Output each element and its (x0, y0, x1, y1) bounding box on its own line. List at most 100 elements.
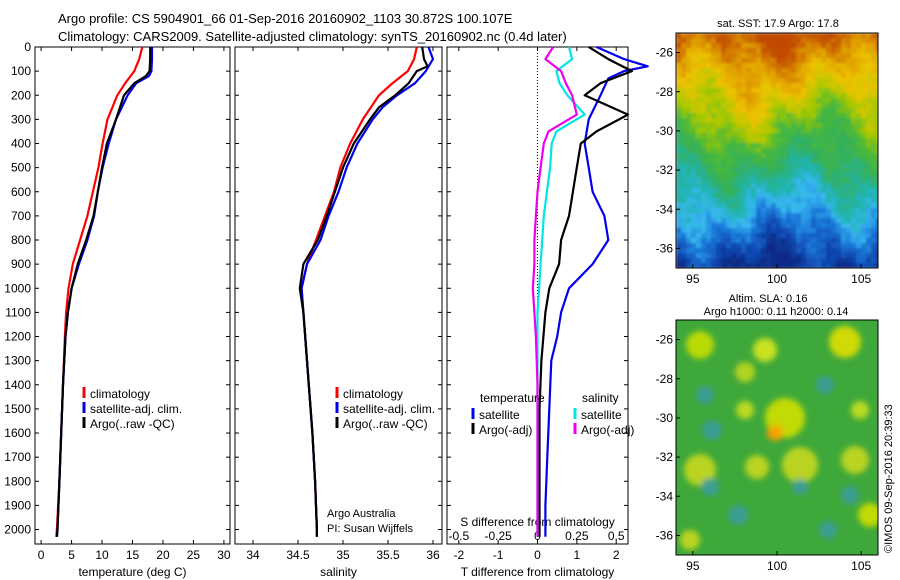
sst-cell (846, 133, 852, 139)
sla-blob (702, 420, 722, 440)
sst-cell (731, 228, 737, 234)
sst-cell (876, 218, 878, 224)
sst-cell (711, 218, 717, 224)
sst-cell (761, 193, 767, 199)
sst-cell (681, 258, 687, 264)
sst-cell (841, 118, 847, 124)
sst-cell (846, 253, 852, 259)
sst-cell (786, 143, 792, 149)
sst-cell (731, 163, 737, 169)
sst-cell (831, 228, 837, 234)
sst-cell (786, 93, 792, 99)
sst-cell (821, 223, 827, 229)
sst-cell (781, 53, 787, 59)
sst-cell (691, 63, 697, 69)
sst-cell (691, 98, 697, 104)
sst-cell (691, 243, 697, 249)
sst-cell (851, 63, 857, 69)
sst-cell (811, 68, 817, 74)
sst-cell (731, 258, 737, 264)
sst-cell (721, 148, 727, 154)
sst-cell (786, 168, 792, 174)
sst-cell (856, 73, 862, 79)
sst-cell (796, 63, 802, 69)
sst-cell (741, 253, 747, 259)
sst-cell (731, 168, 737, 174)
sst-cell (696, 108, 702, 114)
sst-cell (791, 133, 797, 139)
sst-cell (686, 158, 692, 164)
sst-cell (846, 263, 852, 268)
sst-cell (771, 123, 777, 129)
sst-cell (676, 93, 682, 99)
sst-cell (746, 63, 752, 69)
sst-cell (816, 43, 822, 49)
sst-cell (731, 248, 737, 254)
sst-cell (776, 98, 782, 104)
sst-cell (761, 203, 767, 209)
sst-cell (791, 88, 797, 94)
sst-cell (786, 38, 792, 44)
sst-cell (791, 128, 797, 134)
sst-cell (856, 173, 862, 179)
sst-cell (781, 218, 787, 224)
sst-cell (686, 178, 692, 184)
x-tick-label: 20 (156, 548, 170, 562)
sst-cell (701, 58, 707, 64)
sst-cell (701, 168, 707, 174)
sst-cell (821, 33, 827, 39)
map-y-tick-label: -34 (656, 202, 674, 216)
sst-cell (856, 263, 862, 268)
sst-cell (711, 183, 717, 189)
sst-cell (691, 33, 697, 39)
sst-cell (781, 183, 787, 189)
sst-cell (806, 43, 812, 49)
sst-cell (811, 133, 817, 139)
sst-cell (801, 53, 807, 59)
sst-cell (866, 233, 872, 239)
sst-cell (766, 103, 772, 109)
sst-cell (741, 38, 747, 44)
sst-cell (691, 258, 697, 264)
sst-cell (816, 233, 822, 239)
sst-cell (781, 203, 787, 209)
sst-cell (791, 253, 797, 259)
annotation-line: Argo Australia (327, 508, 396, 520)
sst-cell (706, 178, 712, 184)
sst-cell (726, 83, 732, 89)
sst-cell (856, 178, 862, 184)
sst-cell (756, 173, 762, 179)
sst-cell (816, 163, 822, 169)
sst-cell (836, 183, 842, 189)
sst-cell (691, 168, 697, 174)
sst-cell (716, 83, 722, 89)
sst-cell (816, 93, 822, 99)
sst-cell (836, 238, 842, 244)
sst-cell (801, 238, 807, 244)
sst-cell (831, 223, 837, 229)
sst-cell (866, 48, 872, 54)
sst-cell (741, 118, 747, 124)
sst-cell (871, 233, 877, 239)
sst-cell (761, 148, 767, 154)
sst-cell (761, 178, 767, 184)
sst-cell (691, 248, 697, 254)
sst-cell (806, 158, 812, 164)
sst-cell (731, 183, 737, 189)
sst-cell (786, 203, 792, 209)
sst-cell (796, 58, 802, 64)
sst-cell (876, 68, 878, 74)
sst-cell (851, 148, 857, 154)
sst-cell (726, 153, 732, 159)
sst-cell (686, 88, 692, 94)
sst-cell (711, 188, 717, 194)
sst-heatmap (676, 33, 878, 268)
sst-cell (751, 93, 757, 99)
sst-cell (726, 48, 732, 54)
sst-cell (726, 143, 732, 149)
sst-cell (701, 208, 707, 214)
sst-cell (721, 83, 727, 89)
sst-cell (701, 123, 707, 129)
sst-cell (846, 228, 852, 234)
sst-cell (836, 133, 842, 139)
